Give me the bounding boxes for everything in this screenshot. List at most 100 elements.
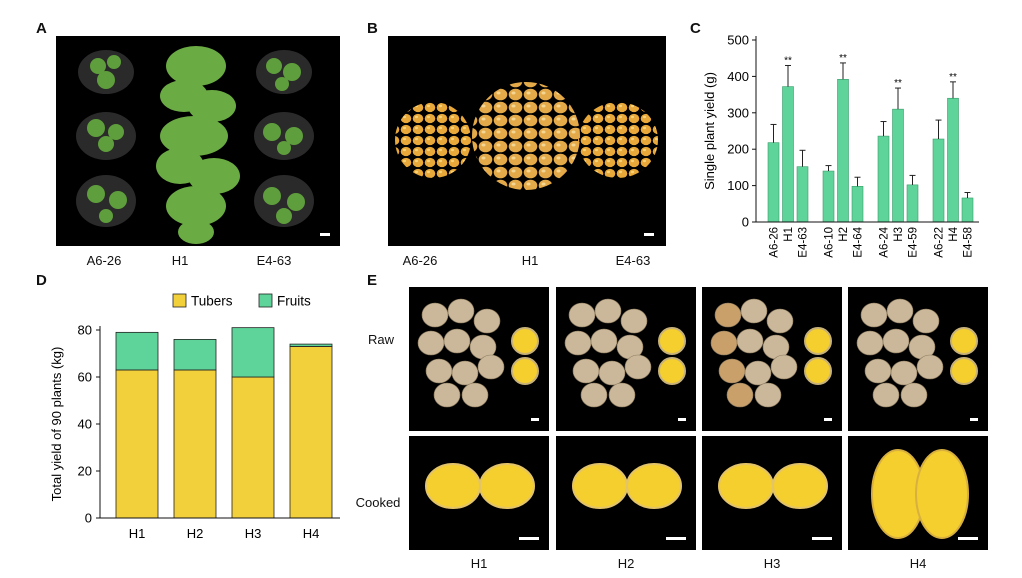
cooked-tuber-photo-h1: [409, 436, 549, 550]
photo-a-label-3: E4-63: [256, 253, 292, 268]
tuber-half: [658, 357, 686, 385]
bar-E4-59: [906, 184, 919, 223]
raw-tuber: [598, 360, 626, 386]
raw-tuber: [461, 382, 489, 408]
bar-E4-58: [961, 197, 974, 223]
tubers-photo: [388, 36, 666, 246]
tuber-half: [804, 357, 832, 385]
panel-letter-e: E: [367, 272, 378, 289]
y-tick-label-3: 60: [78, 370, 92, 385]
legend-label-tubers: Tubers: [191, 294, 233, 309]
bar-A6-24: [877, 135, 890, 223]
scale-bar: [531, 418, 539, 421]
cooked-tuber-photo-h4: [848, 436, 988, 550]
y-tick-label-0: 0: [742, 215, 749, 230]
tuber-half: [950, 357, 978, 385]
y-tick-label-2: 200: [727, 142, 749, 157]
legend-swatch-tubers: [172, 293, 187, 308]
x-tick-label-E4-58: E4-58: [963, 227, 975, 258]
raw-tuber: [860, 302, 888, 328]
column-label-h2: H2: [617, 556, 635, 571]
raw-tuber-photo-h1: [409, 287, 549, 431]
x-tick-label-A6-26: A6-26: [769, 227, 781, 258]
photo-a-label-1: A6-26: [86, 253, 122, 268]
raw-tuber: [766, 308, 794, 334]
scale-bar: [812, 537, 832, 540]
scale-bar: [678, 418, 686, 421]
raw-tuber: [443, 328, 471, 354]
bar-A6-26: [767, 142, 780, 223]
significance-H4: **: [949, 72, 957, 83]
scale-bar: [644, 233, 654, 236]
y-tick-label-5: 500: [727, 33, 749, 48]
raw-tuber: [594, 298, 622, 324]
tubers-illustration: [395, 82, 658, 190]
raw-tuber: [608, 382, 636, 408]
bar-E4-63: [796, 166, 809, 223]
x-tick-label-A6-22: A6-22: [934, 227, 946, 258]
raw-tuber: [620, 308, 648, 334]
column-label-h3: H3: [763, 556, 781, 571]
bar-H2-tubers: [173, 369, 217, 519]
y-tick-label-2: 40: [78, 417, 92, 432]
cooked-tuber-half: [572, 463, 628, 509]
column-label-h4: H4: [909, 556, 927, 571]
y-axis-label: Single plant yield (g): [702, 72, 717, 190]
x-tick-label-A6-24: A6-24: [879, 226, 891, 257]
panel-letter-c: C: [690, 20, 701, 37]
plants-illustration: [76, 46, 314, 244]
x-tick-label-H3: H3: [245, 526, 262, 541]
raw-tuber: [568, 302, 596, 328]
cooked-tuber-half: [718, 463, 774, 509]
raw-tuber: [744, 360, 772, 386]
x-tick-label-H1: H1: [783, 227, 795, 242]
scale-bar: [824, 418, 832, 421]
tuber-half: [658, 327, 686, 355]
x-tick-label-H4: H4: [303, 526, 320, 541]
chart-total-yield: Total yield of 90 plants (kg) 0 20 40 60 80 H1…: [49, 293, 340, 541]
raw-tuber: [856, 330, 884, 356]
y-tick-label-4: 400: [727, 69, 749, 84]
bar-H1: [782, 86, 794, 223]
photo-b-label-3: E4-63: [615, 253, 651, 268]
cooked-tuber-photo-h2: [556, 436, 696, 550]
bar-H4-tubers: [289, 346, 333, 519]
legend-label-fruits: Fruits: [277, 294, 311, 309]
x-tick-label-H1: H1: [129, 526, 146, 541]
x-tick-label-E4-59: E4-59: [908, 227, 920, 258]
raw-tuber: [433, 382, 461, 408]
raw-tuber: [718, 358, 746, 384]
bar-H4-fruits: [289, 343, 333, 347]
bar-E4-64: [851, 186, 864, 223]
y-tick-label-1: 20: [78, 464, 92, 479]
raw-tuber: [900, 382, 928, 408]
significance-H2: **: [839, 53, 847, 64]
plants-photo: [56, 36, 340, 246]
x-tick-label-E4-63: E4-63: [798, 227, 810, 258]
chart-single-plant-yield: Single plant yield (g) 0 100 200 300 400 500 A6…: [702, 33, 979, 258]
y-tick-label-0: 0: [85, 511, 92, 526]
raw-tuber: [916, 354, 944, 380]
scale-bar: [519, 537, 539, 540]
cooked-tuber-half: [479, 463, 535, 509]
row-label-raw: Raw: [367, 332, 394, 347]
raw-tuber: [710, 330, 738, 356]
raw-tuber-photo-h3: [702, 287, 842, 431]
raw-tuber: [886, 298, 914, 324]
scale-bar: [970, 418, 978, 421]
panel-letter-d: D: [36, 272, 47, 289]
raw-tuber: [872, 382, 900, 408]
bar-A6-10: [822, 170, 835, 223]
raw-tuber-photo-h4: [848, 287, 988, 431]
raw-tuber: [451, 360, 479, 386]
scale-bar: [320, 233, 330, 236]
raw-tuber: [770, 354, 798, 380]
cooked-tuber-half: [772, 463, 828, 509]
significance-H1: **: [784, 55, 792, 66]
bar-A6-22: [932, 138, 945, 223]
photo-a-label-2: H1: [171, 253, 189, 268]
scale-bar: [958, 537, 978, 540]
cooked-tuber-half: [425, 463, 481, 509]
tuber-half: [950, 327, 978, 355]
x-tick-label-H2: H2: [187, 526, 204, 541]
